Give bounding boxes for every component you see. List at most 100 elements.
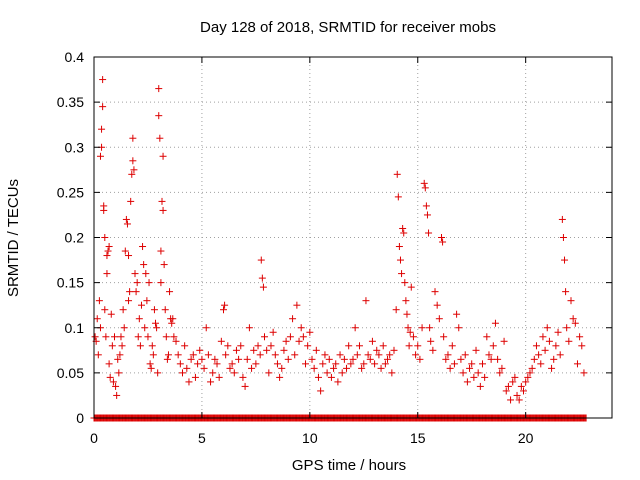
data-point [336, 351, 344, 359]
data-point [148, 342, 156, 350]
data-point [217, 337, 225, 345]
data-point [487, 355, 495, 363]
data-point [222, 351, 230, 359]
data-point [498, 364, 506, 372]
data-point [132, 288, 140, 296]
data-point [496, 369, 504, 377]
data-point [156, 134, 164, 142]
data-point [388, 369, 396, 377]
data-point [276, 373, 284, 381]
data-point [494, 355, 502, 363]
data-point [426, 324, 434, 332]
data-point [358, 364, 366, 372]
data-point [524, 373, 532, 381]
x-tick-label: 5 [198, 430, 206, 446]
data-point [183, 364, 191, 372]
data-point [435, 315, 443, 323]
y-tick-label: 0.1 [65, 320, 85, 336]
data-point [93, 315, 101, 323]
data-point [310, 364, 318, 372]
data-point [323, 369, 331, 377]
data-point [204, 351, 212, 359]
data-point [489, 342, 497, 350]
data-point [550, 355, 558, 363]
data-point [123, 220, 131, 228]
data-point [453, 310, 461, 318]
data-point [567, 297, 575, 305]
data-point [580, 369, 588, 377]
data-point [261, 333, 269, 341]
data-point [245, 324, 253, 332]
data-point [118, 342, 126, 350]
data-point [144, 333, 152, 341]
data-point [120, 324, 128, 332]
data-point [291, 351, 299, 359]
data-point [371, 360, 379, 368]
data-point [155, 112, 163, 120]
data-point [392, 306, 400, 314]
data-point [407, 283, 415, 291]
y-tick-label: 0.15 [57, 275, 84, 291]
data-point [299, 333, 307, 341]
y-tick-label: 0.05 [57, 365, 84, 381]
data-point [554, 328, 562, 336]
data-point [194, 360, 202, 368]
data-point [207, 378, 215, 386]
data-point [267, 342, 275, 350]
data-point [101, 306, 109, 314]
data-point [108, 342, 116, 350]
data-point [258, 274, 266, 282]
data-point [507, 396, 515, 404]
data-point [250, 346, 258, 354]
data-point [121, 247, 129, 255]
data-point [448, 342, 456, 350]
data-point [379, 342, 387, 350]
data-point [386, 351, 394, 359]
data-point [416, 355, 424, 363]
chart-title: Day 128 of 2018, SRMTID for receiver mob… [200, 19, 496, 36]
data-point [425, 229, 433, 237]
data-point [345, 342, 353, 350]
data-point [189, 351, 197, 359]
data-point [169, 315, 177, 323]
x-tick-label: 0 [90, 430, 98, 446]
data-point [265, 369, 273, 377]
data-point [474, 369, 482, 377]
data-point [528, 364, 536, 372]
data-point [402, 297, 410, 305]
data-point [405, 342, 413, 350]
data-point [396, 256, 404, 264]
data-point [228, 360, 236, 368]
data-point [115, 369, 123, 377]
data-point [513, 391, 521, 399]
data-point [213, 360, 221, 368]
data-point [224, 342, 232, 350]
data-point [168, 319, 176, 327]
data-point [129, 157, 137, 165]
data-point [220, 306, 227, 314]
data-point [440, 333, 448, 341]
data-point [319, 360, 327, 368]
data-point [500, 337, 508, 345]
data-point [338, 369, 346, 377]
data-point [422, 202, 430, 210]
data-point [96, 152, 104, 160]
data-point [455, 324, 463, 332]
data-point [576, 333, 584, 341]
data-point [444, 351, 452, 359]
data-point [437, 234, 445, 241]
data-point [162, 333, 170, 341]
data-point [412, 351, 420, 359]
data-point [95, 297, 103, 305]
data-point [174, 351, 182, 359]
data-point [340, 355, 348, 363]
data-point [237, 342, 245, 350]
x-axis-label: GPS time / hours [292, 457, 406, 474]
data-point [556, 351, 564, 359]
data-point [511, 373, 519, 381]
data-point [239, 373, 247, 381]
data-point [191, 373, 199, 381]
data-point [280, 346, 288, 354]
data-point [198, 355, 206, 363]
